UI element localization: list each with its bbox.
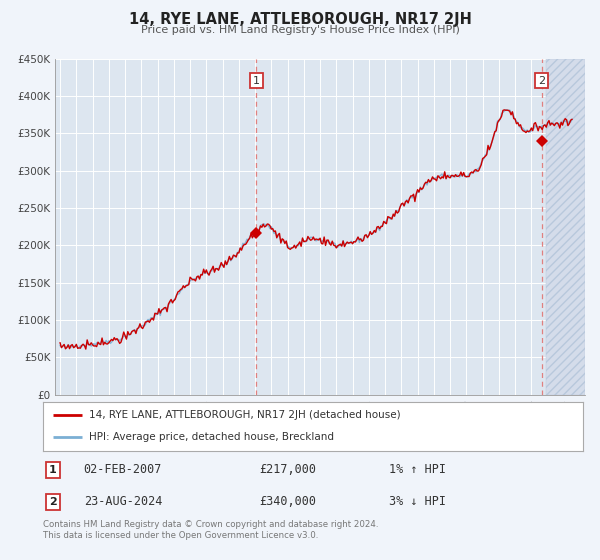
Text: Price paid vs. HM Land Registry's House Price Index (HPI): Price paid vs. HM Land Registry's House … [140, 25, 460, 35]
Text: 1% ↑ HPI: 1% ↑ HPI [389, 463, 446, 477]
Text: 3% ↓ HPI: 3% ↓ HPI [389, 496, 446, 508]
Text: £340,000: £340,000 [259, 496, 316, 508]
Text: 14, RYE LANE, ATTLEBOROUGH, NR17 2JH: 14, RYE LANE, ATTLEBOROUGH, NR17 2JH [128, 12, 472, 27]
Text: 2: 2 [49, 497, 57, 507]
Text: Contains HM Land Registry data © Crown copyright and database right 2024.
This d: Contains HM Land Registry data © Crown c… [43, 520, 379, 540]
Text: 23-AUG-2024: 23-AUG-2024 [83, 496, 162, 508]
Text: 2: 2 [538, 76, 545, 86]
Text: 1: 1 [49, 465, 57, 475]
Text: HPI: Average price, detached house, Breckland: HPI: Average price, detached house, Brec… [89, 432, 334, 442]
Text: 14, RYE LANE, ATTLEBOROUGH, NR17 2JH (detached house): 14, RYE LANE, ATTLEBOROUGH, NR17 2JH (de… [89, 410, 401, 420]
Text: £217,000: £217,000 [259, 463, 316, 477]
Text: 02-FEB-2007: 02-FEB-2007 [83, 463, 162, 477]
Text: 1: 1 [253, 76, 260, 86]
